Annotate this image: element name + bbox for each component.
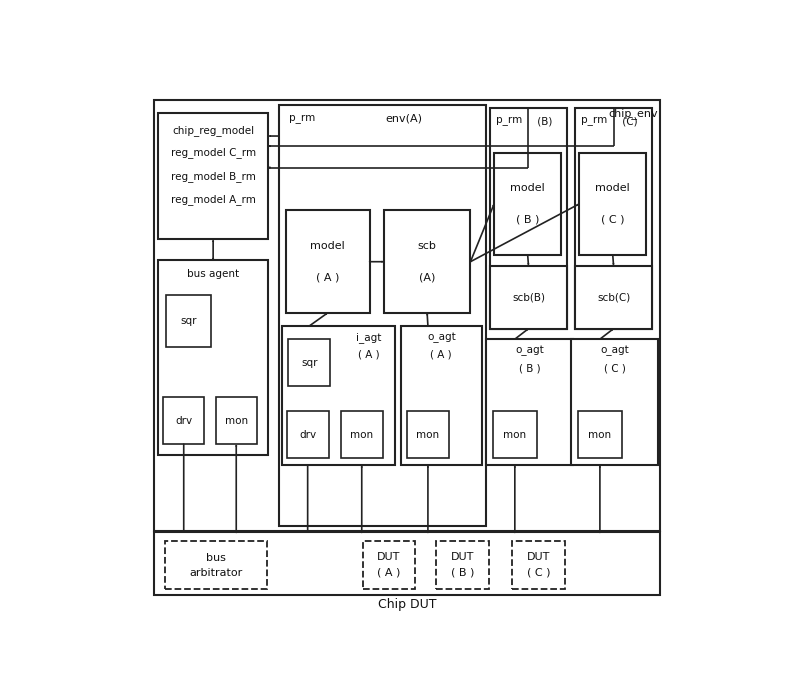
Bar	[363, 542, 415, 589]
Text: DUT: DUT	[378, 552, 401, 562]
Text: reg_model B_rm: reg_model B_rm	[171, 171, 255, 182]
Text: ( B ): ( B )	[518, 363, 541, 373]
Bar	[401, 326, 482, 465]
Text: arbitrator: arbitrator	[189, 568, 242, 578]
Bar	[487, 339, 573, 465]
Text: drv: drv	[299, 430, 316, 440]
Text: i_agt: i_agt	[356, 332, 382, 343]
Text: Chip DUT: Chip DUT	[378, 598, 436, 611]
Text: mon: mon	[350, 430, 374, 440]
Text: p_rm: p_rm	[495, 116, 522, 126]
Bar	[165, 542, 267, 589]
Bar	[436, 542, 489, 589]
Bar	[154, 100, 660, 531]
Text: (A): (A)	[419, 272, 436, 282]
Bar	[572, 339, 658, 465]
Bar	[493, 411, 537, 458]
Bar	[166, 295, 211, 347]
Bar	[580, 153, 646, 255]
Text: (C): (C)	[619, 116, 638, 126]
Text: drv: drv	[175, 415, 192, 426]
Text: reg_model C_rm: reg_model C_rm	[171, 147, 256, 158]
Text: p_rm: p_rm	[289, 114, 316, 123]
Text: ( C ): ( C )	[527, 568, 550, 578]
Text: ( A ): ( A )	[359, 350, 380, 360]
Text: mon: mon	[225, 415, 248, 426]
Bar	[494, 153, 561, 255]
Text: model: model	[510, 183, 545, 193]
Bar	[285, 211, 370, 313]
Text: scb: scb	[417, 241, 436, 251]
Bar	[163, 397, 204, 444]
Text: ( B ): ( B )	[451, 568, 475, 578]
Bar	[384, 211, 471, 313]
Text: o_agt: o_agt	[427, 332, 456, 343]
Text: o_agt: o_agt	[600, 346, 629, 356]
Bar	[341, 411, 382, 458]
Text: model: model	[310, 241, 345, 251]
Text: p_rm: p_rm	[580, 116, 607, 126]
Text: ( A ): ( A )	[316, 272, 339, 282]
Text: ( C ): ( C )	[601, 215, 625, 224]
Text: DUT: DUT	[527, 552, 550, 562]
Text: ( B ): ( B )	[516, 215, 539, 224]
Bar	[491, 266, 567, 329]
Bar	[576, 266, 652, 329]
Text: scb(C): scb(C)	[597, 292, 630, 302]
Bar	[576, 108, 652, 329]
Bar	[289, 339, 330, 387]
Bar	[287, 411, 328, 458]
Bar	[154, 533, 660, 595]
Bar	[215, 397, 257, 444]
Text: ( C ): ( C )	[603, 363, 626, 373]
Text: bus agent: bus agent	[187, 269, 239, 278]
Text: sqr: sqr	[301, 358, 317, 368]
Text: reg_model A_rm: reg_model A_rm	[171, 194, 255, 205]
Text: chip_env: chip_env	[608, 108, 658, 119]
Bar	[158, 113, 268, 239]
Text: DUT: DUT	[451, 552, 475, 562]
Text: mon: mon	[417, 430, 440, 440]
Text: o_agt: o_agt	[515, 346, 544, 356]
Text: scb(B): scb(B)	[512, 292, 545, 302]
Text: env(A): env(A)	[385, 114, 422, 123]
Bar	[407, 411, 449, 458]
Text: mon: mon	[588, 430, 611, 440]
Bar	[279, 106, 487, 526]
Bar	[491, 108, 567, 329]
Text: mon: mon	[503, 430, 526, 440]
Bar	[578, 411, 622, 458]
Bar	[158, 261, 268, 455]
Bar	[513, 542, 565, 589]
Text: ( A ): ( A )	[431, 350, 452, 360]
Text: bus: bus	[206, 553, 226, 563]
Text: ( A ): ( A )	[378, 568, 401, 578]
Text: sqr: sqr	[180, 316, 196, 326]
Text: model: model	[595, 183, 630, 193]
Bar	[282, 326, 395, 465]
Text: (B): (B)	[533, 116, 552, 126]
Text: chip_reg_model: chip_reg_model	[172, 125, 254, 136]
